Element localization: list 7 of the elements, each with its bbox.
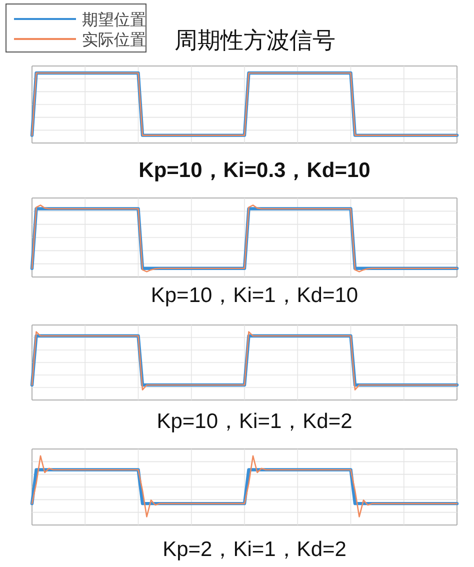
x-axis-title: Kp=10，Ki=1，Kd=2 <box>156 410 352 433</box>
x-axis-title: Kp=10，Ki=0.3，Kd=10 <box>138 159 370 182</box>
x-axis-title: Kp=2，Ki=1，Kd=2 <box>162 538 346 561</box>
x-axis-title: Kp=10，Ki=1，Kd=10 <box>150 284 358 307</box>
chart-title: 周期性方波信号 <box>174 27 336 53</box>
legend-label: 期望位置 <box>82 11 146 29</box>
legend-label: 实际位置 <box>82 31 146 49</box>
